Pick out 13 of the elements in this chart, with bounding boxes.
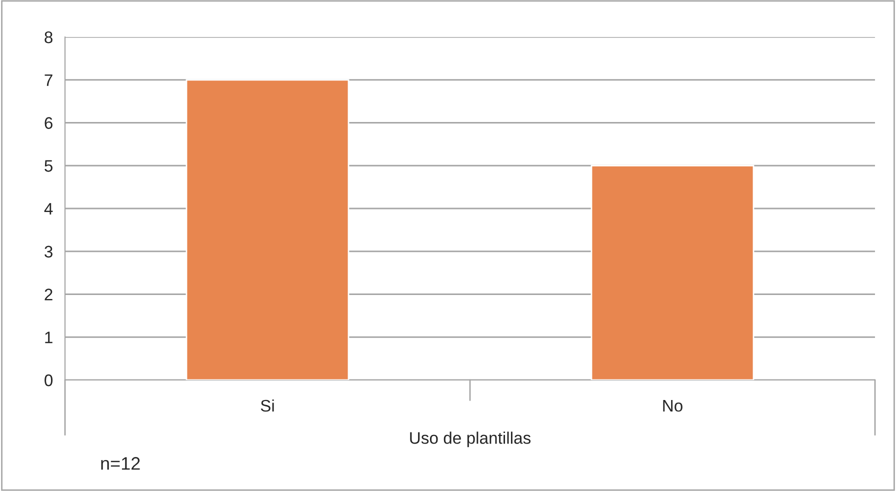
y-tick-label: 0 [44, 374, 53, 386]
x-tick-label: No [663, 400, 682, 412]
y-tick-label: 4 [44, 203, 53, 215]
y-tick-label: 3 [44, 246, 52, 258]
y-tick-label: 5 [44, 160, 52, 172]
y-tick-label: 1 [45, 332, 52, 344]
x-tick-label: Si [260, 399, 274, 412]
y-tick-label: 2 [44, 288, 52, 300]
y-tick-label: 6 [44, 117, 52, 129]
y-tick-label: 8 [44, 31, 52, 44]
y-tick-label: 7 [44, 74, 52, 86]
text: n=12 [101, 457, 140, 470]
x-axis-title: Uso de plantillas [410, 432, 531, 448]
